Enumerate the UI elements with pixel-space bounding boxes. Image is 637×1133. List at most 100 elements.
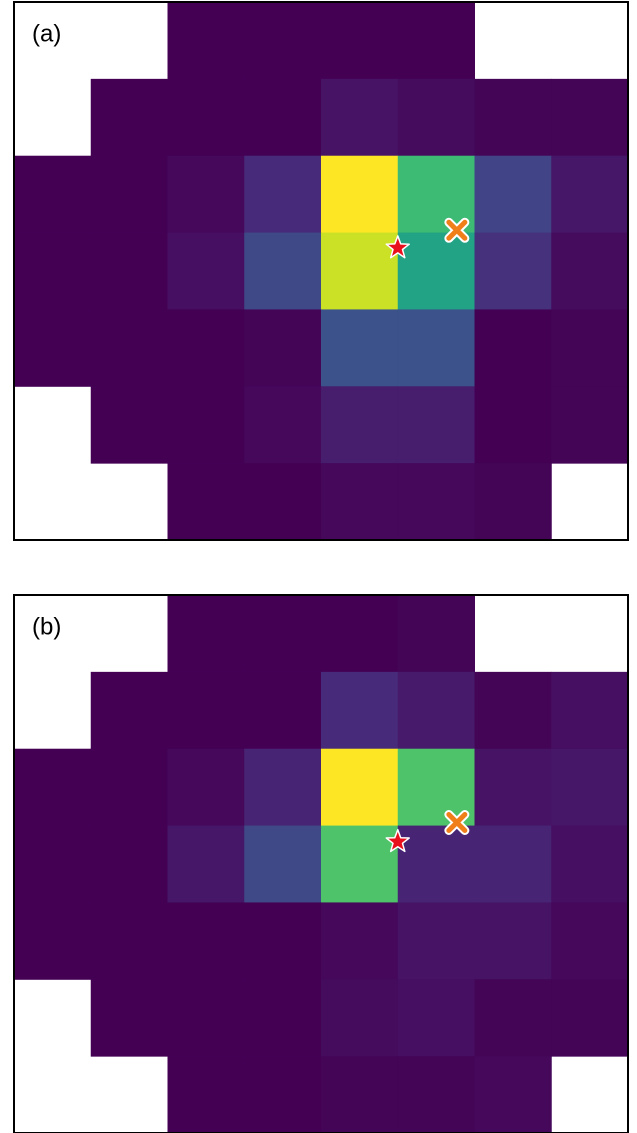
heatmap-cell	[321, 748, 399, 827]
heatmap-cell	[551, 671, 629, 750]
heatmap-cell	[551, 825, 629, 903]
heatmap-cell	[551, 902, 629, 980]
heatmap-cell	[90, 232, 168, 310]
heatmap-cell	[321, 902, 399, 980]
star-marker	[385, 828, 410, 853]
heatmap-cell	[14, 825, 92, 903]
heatmap-cell	[321, 979, 399, 1057]
heatmap-cell	[244, 1056, 322, 1133]
heatmap-cell	[321, 232, 399, 310]
heatmap-cell	[14, 232, 92, 310]
heatmap-cell	[167, 595, 245, 673]
heatmap-cell	[244, 748, 322, 827]
heatmap-cell	[474, 309, 552, 387]
heatmap-cell	[474, 825, 552, 903]
heatmap-cell	[244, 155, 322, 234]
heatmap-cell	[244, 386, 322, 464]
heatmap-cell	[244, 902, 322, 980]
heatmap-cell	[167, 902, 245, 980]
heatmap-cell	[167, 748, 245, 827]
heatmap-cell	[321, 2, 399, 80]
heatmap-cell	[90, 78, 168, 157]
heatmap-cell	[167, 232, 245, 310]
panel: (a)	[13, 1, 629, 541]
heatmap-cell	[90, 902, 168, 980]
heatmap-cell	[474, 1056, 552, 1133]
panel-label: (b)	[32, 613, 61, 640]
heatmap-cell	[167, 979, 245, 1057]
heatmap-cell	[244, 232, 322, 310]
heatmap-cell	[244, 825, 322, 903]
heatmap-cell	[244, 309, 322, 387]
panel-border	[13, 1, 629, 541]
cross-fill	[446, 219, 468, 241]
heatmap-cell	[397, 671, 475, 750]
heatmap-cell	[244, 78, 322, 157]
cross-marker	[444, 809, 470, 835]
cross-marker	[444, 217, 470, 243]
heatmap-cell	[397, 309, 475, 387]
heatmap-cell	[474, 902, 552, 980]
heatmap-cell	[397, 902, 475, 980]
heatmap-cell	[474, 748, 552, 827]
heatmap-cell	[474, 671, 552, 750]
heatmap-cell	[14, 155, 92, 234]
heatmap-cell	[321, 825, 399, 903]
heatmap-cell	[551, 386, 629, 464]
heatmap-cell	[167, 1056, 245, 1133]
heatmap-cell	[167, 671, 245, 750]
heatmap-cell	[551, 78, 629, 157]
panel: (b)	[13, 594, 629, 1133]
heatmap-cell	[397, 386, 475, 464]
heatmap-cell	[321, 309, 399, 387]
star-marker	[385, 235, 410, 259]
heatmap-cell	[474, 232, 552, 310]
heatmap-cell	[167, 309, 245, 387]
heatmap-cell	[90, 155, 168, 234]
panel-border	[13, 594, 629, 1133]
heatmap-cell	[90, 748, 168, 827]
heatmap-cell	[167, 78, 245, 157]
heatmap-cell	[321, 463, 399, 541]
heatmap-cell	[167, 463, 245, 541]
heatmap-cell	[321, 78, 399, 157]
heatmap-cell	[321, 386, 399, 464]
heatmap-cell	[167, 2, 245, 80]
heatmap-cell	[244, 595, 322, 673]
heatmap-cell	[551, 309, 629, 387]
heatmap-cell	[474, 979, 552, 1057]
heatmap-cell	[90, 979, 168, 1057]
heatmap-cell	[397, 463, 475, 541]
heatmap-cell	[474, 155, 552, 234]
heatmap-cell	[90, 671, 168, 750]
heatmap-cell	[167, 155, 245, 234]
heatmap-cell	[397, 979, 475, 1057]
heatmap-cell	[167, 386, 245, 464]
heatmap-cell	[321, 595, 399, 673]
heatmap-cell	[397, 1056, 475, 1133]
heatmap-cell	[474, 463, 552, 541]
heatmap-cell	[321, 155, 399, 234]
heatmap-cell	[90, 825, 168, 903]
heatmap-cell	[90, 386, 168, 464]
panel-label: (a)	[32, 20, 61, 47]
heatmap-cell	[551, 155, 629, 234]
heatmap-cell	[244, 979, 322, 1057]
heatmap-cell	[551, 232, 629, 310]
heatmap-cell	[167, 825, 245, 903]
heatmap-cell	[474, 78, 552, 157]
heatmap-cell	[90, 309, 168, 387]
heatmap-cell	[14, 748, 92, 827]
heatmap-cell	[397, 78, 475, 157]
heatmap-cell	[551, 979, 629, 1057]
heatmap-cell	[551, 748, 629, 827]
heatmap-cell	[397, 595, 475, 673]
heatmap-cell	[321, 1056, 399, 1133]
heatmap-cell	[244, 671, 322, 750]
heatmap-cell	[397, 825, 475, 903]
heatmap-cell	[244, 463, 322, 541]
heatmap-cell	[321, 671, 399, 750]
heatmap-cell	[14, 309, 92, 387]
heatmap-cell	[14, 902, 92, 980]
